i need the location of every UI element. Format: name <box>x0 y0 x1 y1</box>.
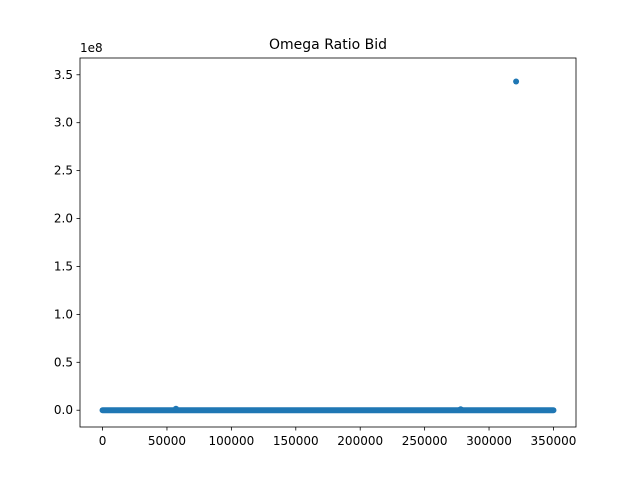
y-tick-label: 0.0 <box>54 403 73 417</box>
y-tick-label: 2.0 <box>54 212 73 226</box>
x-axis: 0 50000 100000 150000 200000 250000 300000 3500… <box>99 427 577 448</box>
chart-title: Omega Ratio Bid <box>269 37 387 53</box>
x-tick-label: 250000 <box>402 434 448 448</box>
y-tick-label: 1.5 <box>54 259 73 273</box>
data-point <box>457 406 464 413</box>
y-tick-label: 3.0 <box>54 116 73 130</box>
x-tick-label: 300000 <box>466 434 512 448</box>
x-tick-label: 200000 <box>337 434 383 448</box>
plot-frame <box>79 57 577 428</box>
data-point <box>513 78 520 85</box>
y-tick-label: 2.5 <box>54 164 73 178</box>
y-axis: 0.0 0.5 1.0 1.5 2.0 2.5 3.0 3.5 <box>54 68 80 417</box>
data-marks <box>99 78 557 414</box>
x-tick-label: 50000 <box>148 434 186 448</box>
x-tick-label: 0 <box>99 434 107 448</box>
x-tick-label: 150000 <box>273 434 319 448</box>
x-tick-label: 100000 <box>208 434 254 448</box>
y-tick-label: 0.5 <box>54 355 73 369</box>
y-tick-label: 3.5 <box>54 68 73 82</box>
data-point <box>172 405 179 412</box>
x-tick-label: 350000 <box>531 434 577 448</box>
y-tick-label: 1.0 <box>54 307 73 321</box>
y-offset-label: 1e8 <box>80 41 103 55</box>
